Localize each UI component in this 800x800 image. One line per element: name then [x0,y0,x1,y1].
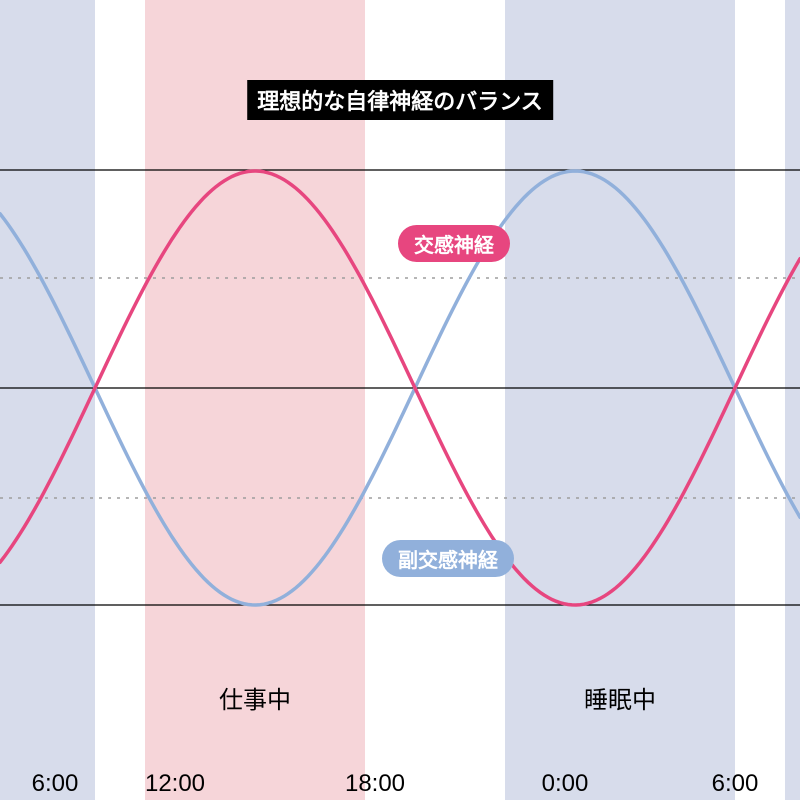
series-label-parasympathetic: 副交感神経 [382,540,514,577]
zone-label-work: 仕事中 [219,680,291,715]
plot-area [0,0,800,800]
x-tick-label: 0:00 [542,770,589,798]
x-tick-label: 18:00 [345,770,405,798]
zone-label-sleep: 睡眠中 [584,680,656,715]
x-tick-label: 6:00 [712,770,759,798]
chart-title: 理想的な自律神経のバランス [247,80,553,120]
series-label-sympathetic: 交感神経 [398,225,510,262]
x-tick-label: 12:00 [145,770,205,798]
x-tick-label: 6:00 [32,770,79,798]
autonomic-balance-chart: 理想的な自律神経のバランス 交感神経 副交感神経 仕事中 睡眠中 6:00 12… [0,0,800,800]
